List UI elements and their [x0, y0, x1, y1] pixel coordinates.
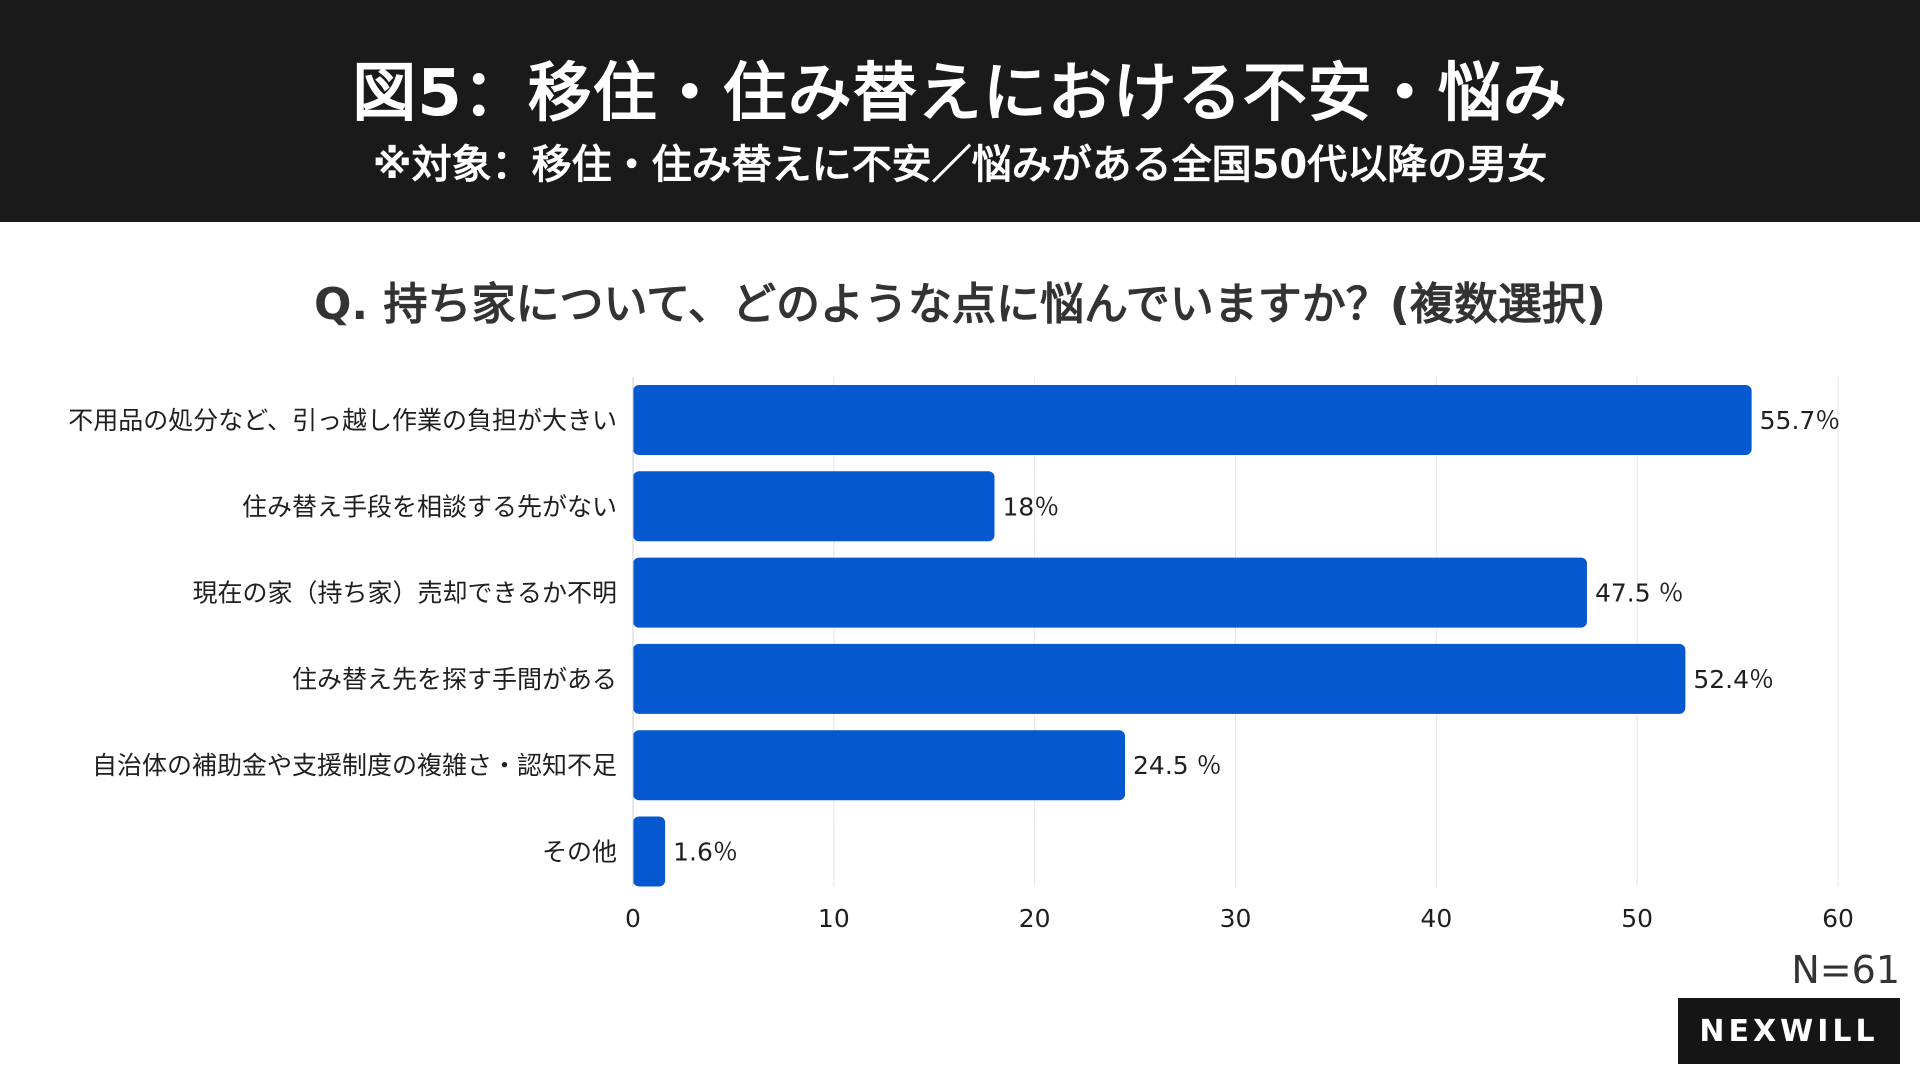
- sample-size-label: N=61: [1791, 948, 1900, 992]
- bar: [633, 471, 995, 542]
- header-banner: 図5：移住・住み替えにおける不安・悩み ※対象：移住・住み替えに不安／悩みがある…: [0, 0, 1920, 222]
- x-tick-label: 10: [818, 904, 850, 933]
- bar: [633, 385, 1752, 455]
- x-tick-label: 60: [1822, 904, 1854, 933]
- value-label: 24.5 ％: [1133, 751, 1222, 780]
- category-label: 現在の家（持ち家）売却できるか不明: [192, 579, 617, 608]
- x-tick-label: 30: [1220, 904, 1252, 933]
- category-label: 自治体の補助金や支援制度の複雑さ・認知不足: [92, 751, 617, 780]
- brand-logo-text: NEXWILL: [1699, 1013, 1879, 1049]
- value-label: 52.4％: [1693, 665, 1774, 694]
- bar: [633, 557, 1587, 628]
- bar: [633, 643, 1686, 714]
- figure-title: 図5：移住・住み替えにおける不安・悩み: [352, 57, 1568, 131]
- x-tick-label: 0: [625, 904, 641, 933]
- figure-subtitle: ※対象：移住・住み替えに不安／悩みがある全国50代以降の男女: [372, 142, 1548, 188]
- category-label: 不用品の処分など、引っ越し作業の負担が大きい: [68, 406, 617, 435]
- bar-chart: 不用品の処分など、引っ越し作業の負担が大きい 55.7％ 住み替え手段を相談する先が…: [68, 377, 1854, 933]
- x-tick-label: 40: [1420, 904, 1452, 933]
- brand-logo: NEXWILL: [1678, 998, 1900, 1064]
- category-label: 住み替え手段を相談する先がない: [242, 492, 617, 521]
- x-tick-label: 20: [1019, 904, 1051, 933]
- bar: [633, 730, 1126, 801]
- value-label: 55.7％: [1760, 406, 1841, 435]
- value-label: 47.5 ％: [1595, 579, 1684, 608]
- value-label: 1.6％: [673, 838, 738, 867]
- bar: [633, 816, 666, 887]
- survey-question: Q. 持ち家について、どのような点に悩んでいますか？(複数選択): [314, 279, 1606, 330]
- value-label: 18％: [1003, 492, 1060, 521]
- x-tick-label: 50: [1621, 904, 1653, 933]
- category-label: 住み替え先を探す手間がある: [292, 665, 617, 694]
- category-label: その他: [542, 838, 617, 867]
